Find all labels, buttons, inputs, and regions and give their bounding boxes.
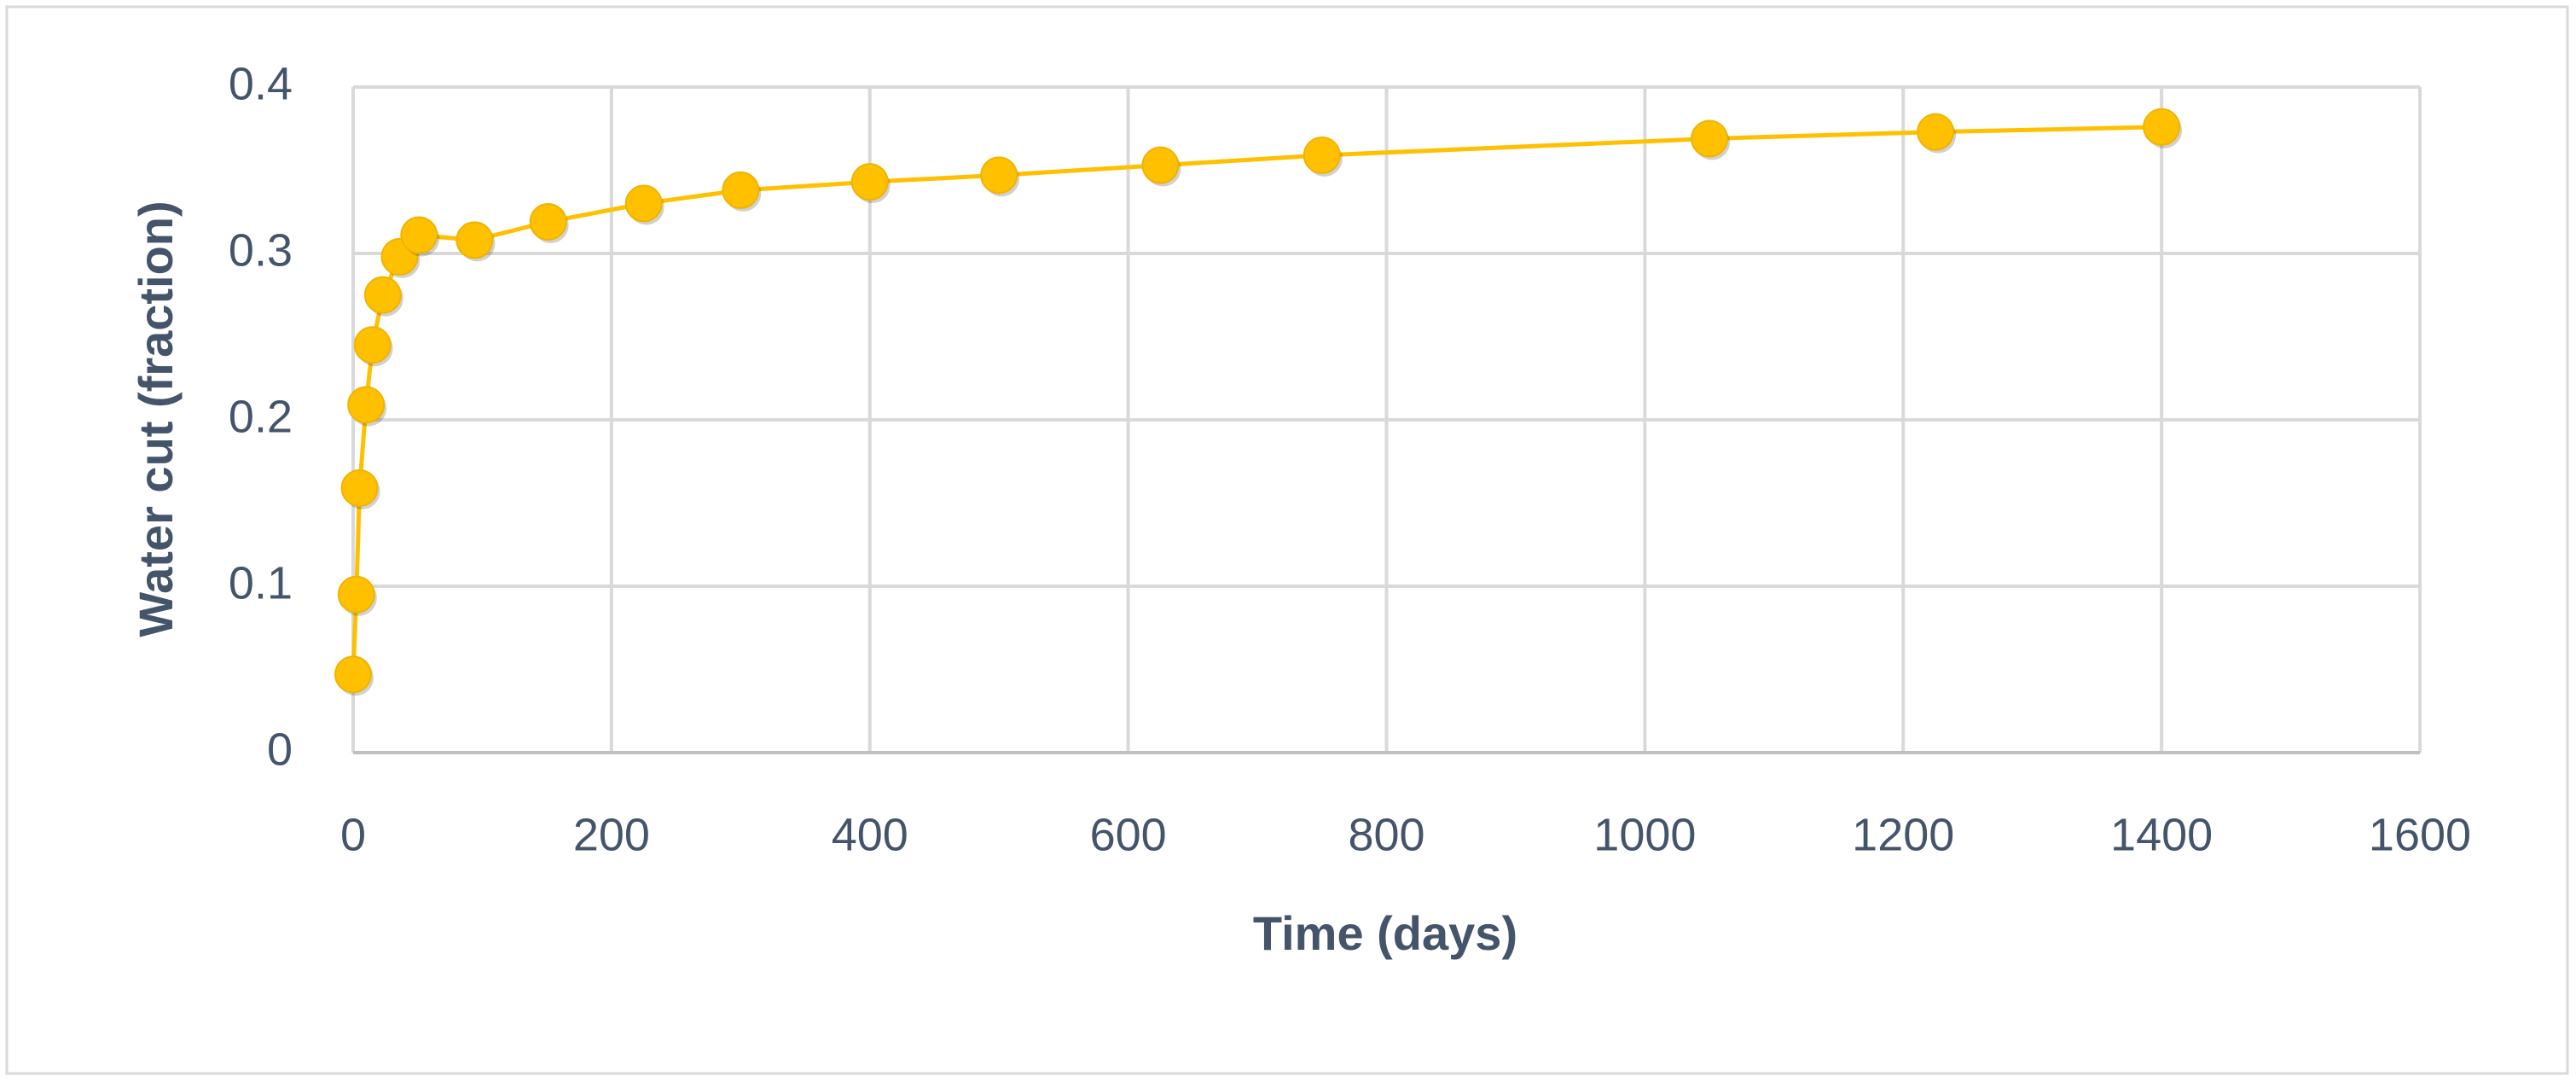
data-point — [1303, 136, 1341, 174]
data-point — [363, 276, 402, 314]
x-tick-label: 1200 — [1852, 809, 1954, 860]
data-point — [980, 156, 1018, 195]
data-point — [337, 575, 375, 614]
data-point — [455, 221, 494, 259]
data-point — [850, 163, 889, 201]
x-tick-label: 1400 — [2110, 809, 2213, 860]
data-point — [400, 216, 438, 254]
y-tick-label: 0.3 — [229, 224, 293, 276]
data-point — [1141, 146, 1180, 184]
data-point — [347, 386, 386, 424]
chart-border — [5, 5, 2569, 1075]
data-point — [2143, 108, 2181, 146]
y-tick-label: 0.1 — [229, 557, 293, 608]
x-axis-title: Time (days) — [1253, 906, 1517, 960]
x-tick-label: 1600 — [2369, 809, 2471, 860]
data-point — [1917, 113, 1955, 151]
data-point — [334, 655, 372, 694]
x-tick-label: 800 — [1348, 809, 1424, 860]
x-tick-label: 400 — [832, 809, 908, 860]
data-point — [340, 468, 379, 507]
data-point — [529, 202, 567, 241]
y-tick-label: 0.2 — [229, 391, 293, 442]
data-point — [722, 171, 760, 209]
x-tick-label: 0 — [340, 809, 366, 860]
data-point — [353, 326, 392, 364]
x-tick-label: 600 — [1090, 809, 1167, 860]
y-tick-label: 0 — [267, 724, 293, 775]
data-point — [624, 184, 663, 223]
x-tick-label: 200 — [573, 809, 650, 860]
y-tick-label: 0.4 — [229, 58, 293, 109]
y-axis-title: Water cut (fraction) — [129, 201, 183, 637]
data-point — [1691, 119, 1729, 158]
x-tick-label: 1000 — [1593, 809, 1696, 860]
